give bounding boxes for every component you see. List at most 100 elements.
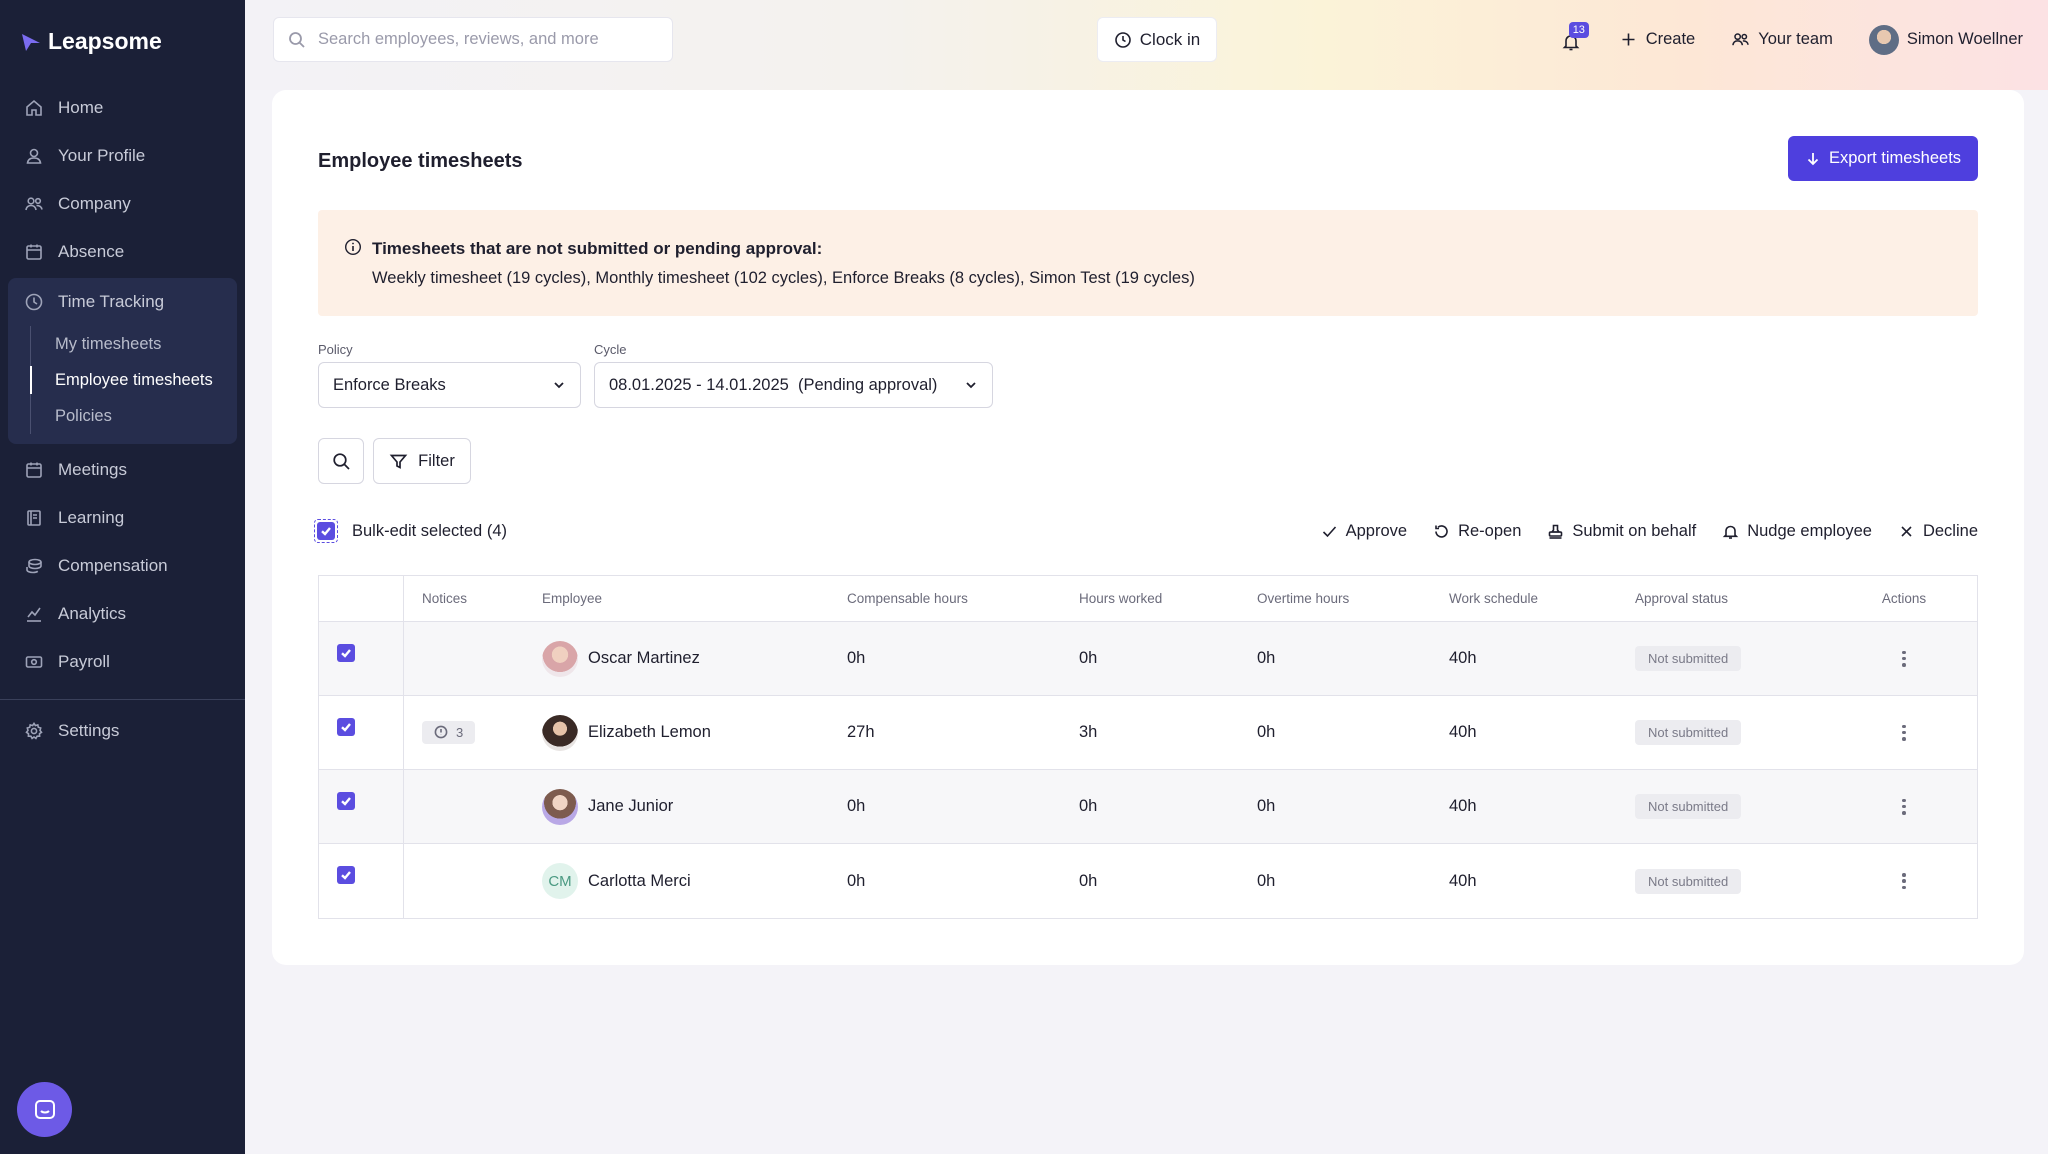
bulk-actions: Approve Re-open Submit on behalf Nudge e…: [1321, 522, 1978, 541]
table-header-row: Notices Employee Compensable hours Hours…: [319, 576, 1977, 622]
submit-on-behalf-button[interactable]: Submit on behalf: [1547, 522, 1696, 541]
row-checkbox[interactable]: [337, 792, 355, 810]
overtime-hours-cell: 0h: [1257, 649, 1276, 667]
sidebar-item-analytics[interactable]: Analytics: [0, 590, 245, 638]
header-hours-worked[interactable]: Hours worked: [1079, 591, 1163, 606]
user-avatar: [1868, 24, 1899, 55]
decline-button[interactable]: Decline: [1898, 522, 1978, 541]
check-icon: [341, 797, 351, 806]
hours-worked-cell: 3h: [1079, 723, 1098, 741]
status-badge: Not submitted: [1635, 868, 1742, 894]
sidebar-settings-section: Settings: [0, 707, 245, 755]
timesheets-table: Notices Employee Compensable hours Hours…: [318, 575, 1978, 919]
close-icon: [1901, 525, 1912, 537]
sidebar-subitem-my-timesheets[interactable]: My timesheets: [55, 334, 162, 353]
sidebar-item-your-profile[interactable]: Your Profile: [0, 132, 245, 180]
notices-cell: 3: [404, 720, 542, 745]
reopen-button[interactable]: Re-open: [1433, 522, 1521, 541]
header-overtime-hours[interactable]: Overtime hours: [1257, 591, 1350, 606]
clock-icon: [1114, 31, 1131, 48]
pending-notice-banner: Timesheets that are not submitted or pen…: [318, 210, 1978, 316]
employee-initials-avatar: CM: [542, 863, 578, 899]
calendar-icon: [26, 462, 42, 478]
sidebar-item-company[interactable]: Company: [0, 180, 245, 228]
notices-badge[interactable]: 3: [422, 720, 476, 744]
check-icon: [1322, 525, 1336, 537]
bulk-edit-bar: Bulk-edit selected (4) Approve Re-open S…: [314, 516, 1978, 546]
row-checkbox[interactable]: [337, 718, 355, 736]
sidebar-item-settings[interactable]: Settings: [0, 707, 245, 755]
app-logo[interactable]: Leapsome: [20, 28, 162, 55]
header-employee[interactable]: Employee: [542, 591, 603, 606]
sidebar-item-label: Payroll: [58, 652, 110, 671]
employee-avatar: [542, 640, 578, 677]
your-team-button[interactable]: Your team: [1731, 30, 1833, 49]
user-menu-button[interactable]: Simon Woellner: [1868, 24, 2023, 55]
sidebar-item-compensation[interactable]: Compensation: [0, 542, 245, 590]
policy-select[interactable]: Enforce Breaks: [318, 362, 581, 408]
sidebar-item-absence[interactable]: Absence: [0, 228, 245, 276]
export-timesheets-button[interactable]: Export timesheets: [1788, 136, 1978, 181]
notice-title: Timesheets that are not submitted or pen…: [372, 239, 823, 258]
header-work-schedule[interactable]: Work schedule: [1449, 591, 1539, 606]
page-title: Employee timesheets: [318, 150, 523, 172]
create-button[interactable]: Create: [1619, 30, 1695, 49]
sidebar-item-home[interactable]: Home: [0, 84, 245, 132]
search-icon: [332, 452, 350, 470]
row-actions-menu[interactable]: [1831, 650, 1977, 667]
search-icon: [289, 31, 305, 48]
header-approval-status[interactable]: Approval status: [1635, 591, 1729, 606]
nudge-employee-label: Nudge employee: [1747, 521, 1872, 540]
nudge-employee-button[interactable]: Nudge employee: [1722, 522, 1872, 541]
header-compensable-hours[interactable]: Compensable hours: [847, 591, 968, 606]
approve-button[interactable]: Approve: [1321, 522, 1407, 541]
chat-support-button[interactable]: [17, 1082, 72, 1137]
check-icon: [321, 527, 331, 536]
notifications-button[interactable]: 13: [1559, 21, 1589, 52]
sidebar-subitem-employee-timesheets[interactable]: Employee timesheets: [30, 362, 237, 398]
sidebar-item-label: Your Profile: [58, 146, 146, 165]
sidebar-item-meetings[interactable]: Meetings: [0, 446, 245, 494]
row-checkbox[interactable]: [337, 866, 355, 884]
time-tracking-group: Time Tracking My timesheets Employee tim…: [8, 278, 237, 444]
table-row[interactable]: Jane Junior 0h 0h 0h 40h Not submitted: [319, 770, 1977, 844]
employee-cell[interactable]: Oscar Martinez: [542, 640, 847, 677]
users-icon: [25, 197, 43, 211]
clock-in-button[interactable]: Clock in: [1097, 17, 1217, 62]
table-row[interactable]: CM Carlotta Merci 0h 0h 0h 40h Not submi…: [319, 844, 1977, 918]
sidebar-item-learning[interactable]: Learning: [0, 494, 245, 542]
notifications-count-badge: 13: [1568, 21, 1589, 38]
chat-icon: [34, 1099, 55, 1119]
global-search-input[interactable]: Search employees, reviews, and more: [273, 17, 673, 62]
header-notices[interactable]: Notices: [422, 591, 468, 606]
filter-label: Filter: [418, 451, 455, 470]
table-search-button[interactable]: [318, 438, 364, 484]
employee-cell[interactable]: Jane Junior: [542, 788, 847, 825]
sidebar-item-label: Compensation: [58, 556, 168, 575]
bulk-select-checkbox[interactable]: [314, 519, 338, 543]
employee-cell[interactable]: CM Carlotta Merci: [542, 863, 847, 899]
row-checkbox[interactable]: [337, 644, 355, 662]
row-actions-menu[interactable]: [1831, 798, 1977, 815]
compensable-hours-cell: 27h: [847, 723, 875, 741]
sidebar-item-payroll[interactable]: Payroll: [0, 638, 245, 686]
employee-cell[interactable]: Elizabeth Lemon: [542, 714, 847, 751]
compensable-hours-cell: 0h: [847, 871, 866, 890]
compensable-hours-cell: 0h: [847, 649, 866, 667]
filter-button[interactable]: Filter: [373, 438, 471, 484]
sidebar-item-time-tracking[interactable]: Time Tracking: [8, 278, 237, 326]
plus-icon: [1622, 33, 1635, 46]
bulk-edit-label: Bulk-edit selected (4): [352, 521, 507, 540]
book-icon: [27, 510, 41, 526]
cycle-select[interactable]: 08.01.2025 - 14.01.2025 (Pending approva…: [594, 362, 993, 408]
row-actions-menu[interactable]: [1831, 873, 1977, 889]
row-actions-menu[interactable]: [1831, 724, 1977, 741]
leapsome-logo-icon: [22, 33, 40, 51]
sidebar-item-label: Company: [58, 194, 131, 213]
table-row[interactable]: Oscar Martinez 0h 0h 0h 40h Not submitte…: [319, 622, 1977, 696]
status-badge: Not submitted: [1635, 646, 1742, 671]
sidebar-subitem-policies[interactable]: Policies: [55, 406, 112, 425]
alert-circle-icon: [434, 725, 448, 739]
app-name: Leapsome: [48, 28, 162, 54]
table-row[interactable]: 3 Elizabeth Lemon 27h 3h 0h 40h Not subm…: [319, 696, 1977, 770]
